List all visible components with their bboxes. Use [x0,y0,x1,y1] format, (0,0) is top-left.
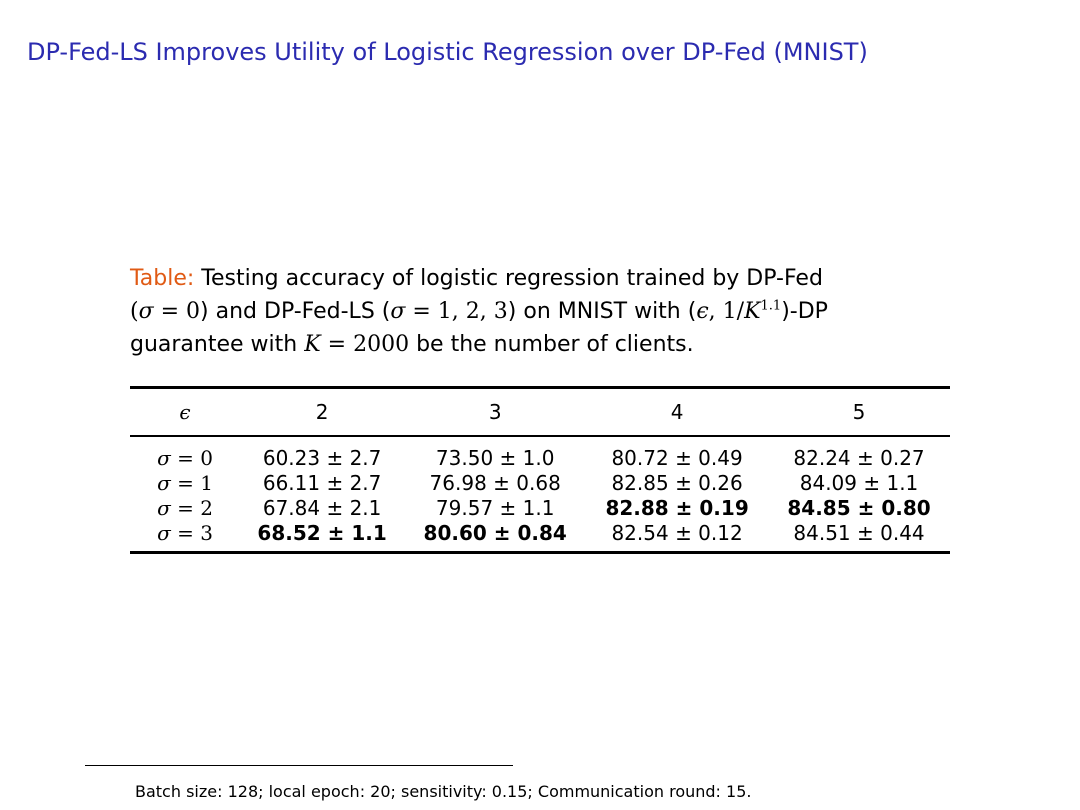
caption-k-exponent: 1.1 [760,298,782,314]
caption-k-symbol-2: K [304,332,321,357]
row-header-sigma: σ = 2 [130,495,240,520]
table-cell: 79.57 ± 1.1 [435,495,555,520]
table-caption: Table: Testing accuracy of logistic regr… [130,262,960,361]
caption-text-1: Testing accuracy of logistic regression … [194,266,823,291]
table-cell: 82.24 ± 0.27 [793,445,925,470]
sigma-symbol: σ [157,495,171,520]
header-row: ϵ 2 3 4 5 [130,387,950,436]
caption-open-paren: ( [130,299,139,324]
caption-text-4: )-DP [781,299,828,324]
table-body: σ = 0 60.23 ± 2.7 73.50 ± 1.0 80.72 ± 0.49 8… [130,436,950,553]
caption-guarantee-mid: , 1/ [708,299,745,324]
row-header-sigma: σ = 0 [130,436,240,470]
sigma-value: = 1 [170,470,213,495]
caption-k-equals: = 2000 [320,332,410,357]
footnote: Batch size: 128; local epoch: 20; sensit… [135,782,752,801]
table-cell: 82.54 ± 0.12 [611,520,743,545]
column-header: 5 [852,400,866,424]
caption-text-3: ) on MNIST with ( [507,299,697,324]
epsilon-header: ϵ [179,400,191,424]
table-cell: 60.23 ± 2.7 [262,445,382,470]
footnote-divider [85,765,513,766]
table-cell: 82.88 ± 0.19 [605,495,749,520]
caption-eq-values: = 1, 2, 3 [405,299,508,324]
column-header: 3 [488,400,502,424]
caption-sigma-symbol: σ [138,299,154,324]
table-cell: 73.50 ± 1.0 [435,445,555,470]
sigma-symbol: σ [157,520,171,545]
table-row: σ = 0 60.23 ± 2.7 73.50 ± 1.0 80.72 ± 0.49 8… [130,436,950,470]
slide-title: DP-Fed-LS Improves Utility of Logistic R… [27,38,868,66]
column-header: 4 [670,400,684,424]
results-table-container: ϵ 2 3 4 5 σ = 0 60.23 ± 2.7 73.50 ± 1.0 80.… [130,386,950,554]
caption-label: Table: [130,266,195,291]
table-cell: 82.85 ± 0.26 [611,470,743,495]
sigma-value: = 3 [170,520,213,545]
row-header-sigma: σ = 1 [130,470,240,495]
sigma-symbol: σ [157,445,171,470]
caption-text-6: be the number of clients. [409,332,694,357]
table-cell: 76.98 ± 0.68 [429,470,561,495]
table-cell: 67.84 ± 2.1 [262,495,382,520]
caption-eq-zero: = 0 [153,299,201,324]
sigma-value: = 0 [170,445,213,470]
table-row: σ = 2 67.84 ± 2.1 79.57 ± 1.1 82.88 ± 0.19 8… [130,495,950,520]
sigma-value: = 2 [170,495,213,520]
row-header-sigma: σ = 3 [130,520,240,553]
sigma-symbol: σ [157,470,171,495]
table-cell: 84.51 ± 0.44 [793,520,925,545]
table-row: σ = 3 68.52 ± 1.1 80.60 ± 0.84 82.54 ± 0.12… [130,520,950,553]
table-row: σ = 1 66.11 ± 2.7 76.98 ± 0.68 82.85 ± 0.26… [130,470,950,495]
caption-sigma-symbol-2: σ [390,299,406,324]
caption-text-5: guarantee with [130,332,305,357]
table-cell: 80.72 ± 0.49 [611,445,743,470]
results-table: ϵ 2 3 4 5 σ = 0 60.23 ± 2.7 73.50 ± 1.0 80.… [130,386,950,554]
caption-epsilon-symbol: ϵ [696,299,709,324]
table-cell: 84.85 ± 0.80 [787,495,931,520]
table-cell: 66.11 ± 2.7 [262,470,382,495]
table-cell: 80.60 ± 0.84 [423,520,567,545]
caption-k-symbol: K [744,299,761,324]
caption-text-2: ) and DP-Fed-LS ( [200,299,391,324]
table-cell: 84.09 ± 1.1 [799,470,919,495]
column-header: 2 [315,400,329,424]
table-cell: 68.52 ± 1.1 [257,520,387,545]
